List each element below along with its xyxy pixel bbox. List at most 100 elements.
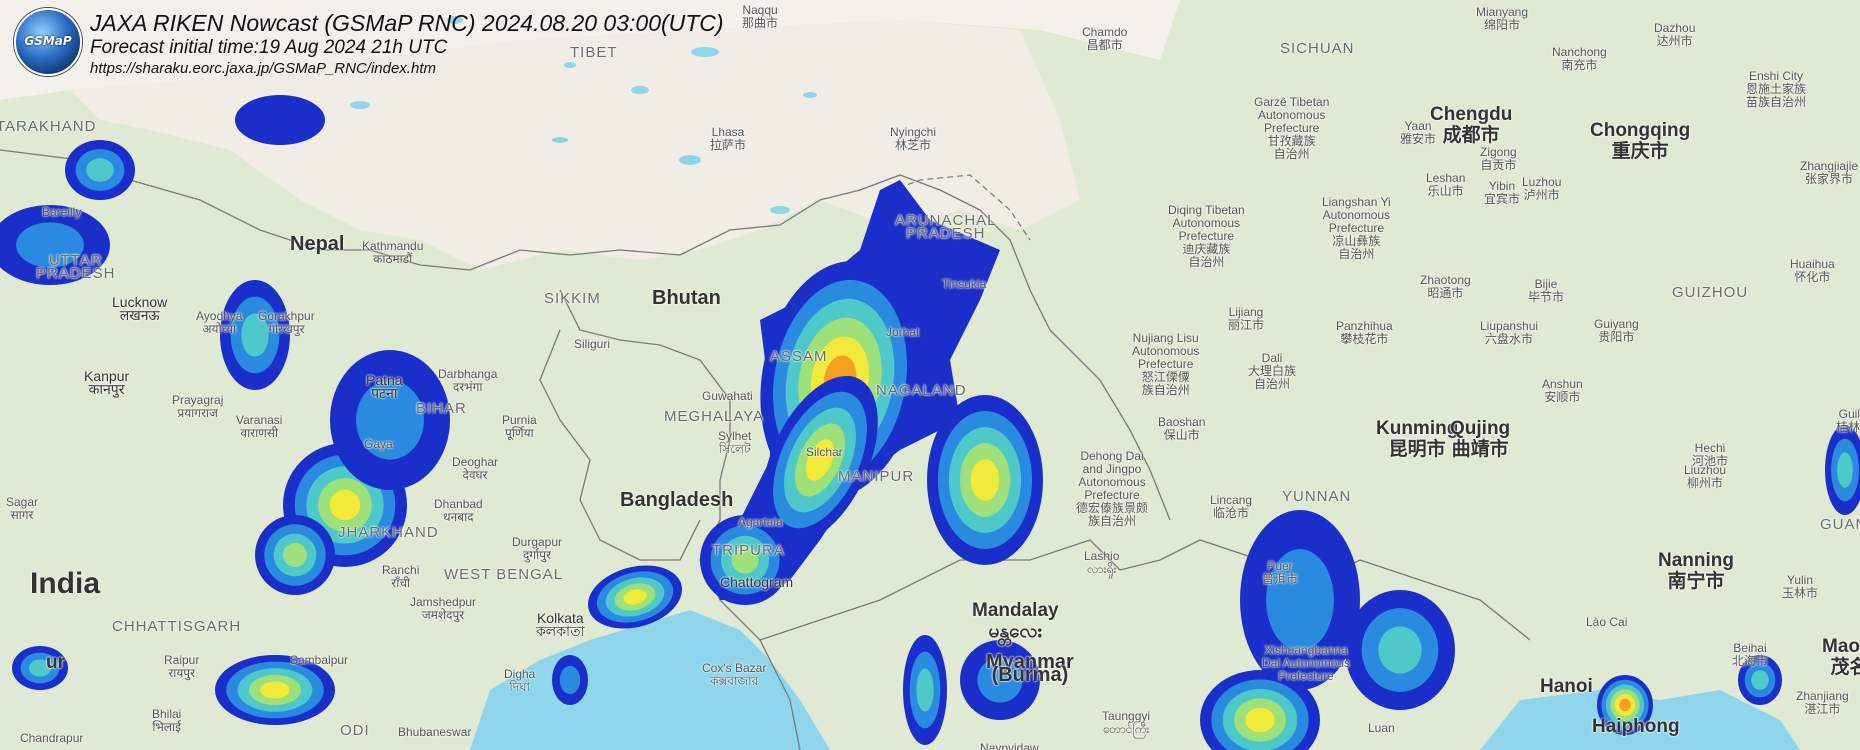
label-liupanshui: Liupanshui 六盘水市	[1480, 319, 1539, 346]
label-arunachal: ARUNACHAL PRADESH	[895, 212, 997, 242]
bay-of-bengal	[470, 610, 830, 750]
label-hanoi: Hanoi	[1540, 676, 1593, 697]
label-dhanbad: Dhanbad धनबाद	[434, 497, 483, 524]
label-leshan: Leshan 乐山市	[1426, 171, 1466, 198]
label-siliguri: Siliguri	[574, 337, 611, 351]
label-jorhat: Jorhat	[886, 325, 920, 339]
rain-cell-xishuangbanna	[1200, 670, 1320, 750]
rain-cell-chhattisgarh	[215, 655, 335, 725]
label-zhangjiajie: Zhangjiajie 张家界市	[1800, 159, 1859, 186]
label-anshun: Anshun 安顺市	[1542, 377, 1583, 404]
label-tarakhand: TARAKHAND	[0, 118, 97, 135]
label-agartala: Agartala	[738, 515, 783, 529]
rain-cell-gorakhpur	[220, 280, 290, 390]
rain-cell-tarakhand	[65, 140, 135, 200]
label-meghalaya: MEGHALAYA	[664, 408, 765, 425]
label-zhanjiang: Zhanjiang 湛江市	[1796, 689, 1849, 716]
label-tripura: TRIPURA	[712, 542, 785, 559]
label-bihar: BIHAR	[416, 400, 467, 417]
label-bhubaneswar: Bhubaneswar	[398, 725, 472, 739]
label-taunggyi: Taunggyi တောင်ကြီး	[1102, 709, 1151, 736]
label-luang: Luan	[1368, 721, 1395, 735]
label-nur: ur	[46, 652, 65, 673]
disputed-border	[879, 174, 1031, 241]
label-ayodhya: Ayodhya अयोध्या	[196, 309, 243, 336]
label-yulin: Yulin 玉林市	[1782, 573, 1819, 600]
label-luzhou: Luzhou 泸州市	[1522, 175, 1562, 202]
label-liangshan: Liangshan Yi Autonomous Prefecture 凉山彝族 …	[1322, 195, 1391, 261]
label-nagaland: NAGALAND	[876, 382, 967, 399]
label-guwahati: Guwahati	[702, 389, 753, 403]
label-deoghar: Deoghar देवघर	[452, 455, 499, 482]
rain-cell-haiphong	[1597, 675, 1653, 735]
label-guiyang: Guiyang 贵阳市	[1594, 317, 1639, 344]
label-uttar: UTTAR PRADESH	[36, 252, 116, 282]
map-title: JAXA RIKEN Nowcast (GSMaP RNC) 2024.08.2…	[90, 10, 724, 36]
tibetan-plateau	[70, 20, 1080, 270]
rain-cell-yunnan-south	[1240, 510, 1360, 690]
label-assam: ASSAM	[770, 348, 828, 365]
label-dehong: Dehong Dai and Jingpo Autonomous Prefect…	[1076, 449, 1149, 528]
label-diqing: Diqing Tibetan Autonomous Prefecture 迪庆藏…	[1168, 203, 1245, 269]
label-laocai: Lào Cai	[1586, 615, 1628, 629]
rain-cell-digha	[552, 655, 588, 705]
label-garze: Garzê Tibetan Autonomous Prefecture 甘孜藏族…	[1254, 95, 1330, 161]
label-guang: GUANG	[1820, 516, 1860, 533]
label-kolkata: Kolkata কলকাতা	[536, 610, 585, 639]
label-chandrapur: Chandrapur	[20, 731, 84, 745]
label-nepal: Nepal	[290, 233, 345, 255]
label-durgapur: Durgapur दुर्गापुर	[512, 535, 563, 562]
label-ranchi: Ranchi राँची	[382, 563, 420, 590]
label-huaihua: Huaihua 怀化市	[1790, 257, 1835, 284]
label-qujing: Qujing 曲靖市	[1450, 418, 1511, 460]
label-bhilai: Bhilai भिलाई	[152, 707, 182, 734]
gsmap-logo: GSMaP	[14, 8, 82, 76]
label-yunnan: YUNNAN	[1282, 488, 1352, 505]
label-patna: Patna पटना	[366, 372, 403, 401]
label-chengdu: Chengdu 成都市	[1430, 104, 1513, 146]
label-dazhou: Dazhou 达州市	[1654, 21, 1696, 48]
label-lashio: Lashio လားရှိုး	[1084, 549, 1120, 576]
label-lucknow: Lucknow लखनऊ	[112, 294, 168, 323]
map-header: GSMaP JAXA RIKEN Nowcast (GSMaP RNC) 202…	[0, 0, 790, 80]
label-enshi: Enshi City 恩施土家族 苗族自治州	[1746, 69, 1807, 109]
label-tibet: TIBET	[570, 44, 618, 61]
label-silchar: Silchar	[806, 445, 843, 459]
label-baoshan: Baoshan 保山市	[1158, 415, 1206, 442]
label-haiphong: Haiphong	[1592, 716, 1680, 737]
label-nyingchi: Nyingchi 林芝市	[890, 125, 937, 152]
label-kanpur: Kanpur कानपुर	[84, 368, 130, 397]
label-guizhou: GUIZHOU	[1672, 284, 1749, 301]
label-digha: Digha দিঘা	[504, 667, 536, 694]
source-url[interactable]: https://sharaku.eorc.jaxa.jp/GSMaP_RNC/i…	[90, 60, 436, 77]
rain-cell-myanmar-south	[960, 640, 1040, 720]
label-darbhanga: Darbhanga दरभंगा	[438, 367, 498, 394]
label-bhutan: Bhutan	[652, 287, 721, 309]
label-gaya: Gaya	[364, 437, 393, 451]
label-lijiang: Lijiang 丽江市	[1228, 305, 1265, 332]
label-coxsbazar: Cox's Bazar কক্সবাজার	[702, 661, 767, 688]
label-myanmar: Myanmar (Burma)	[986, 651, 1074, 686]
label-nanchong: Nanchong 南充市	[1552, 45, 1607, 72]
label-maom: Maom 茂名	[1822, 636, 1860, 678]
label-varanasi: Varanasi वाराणसी	[236, 413, 283, 440]
northern-plateau	[0, 0, 1180, 100]
label-liuzhou: Liuzhou 柳州市	[1684, 463, 1727, 490]
rain-cell-kolkata	[587, 565, 683, 629]
label-hechi: Hechi 河池市	[1692, 441, 1729, 468]
label-xishuangbanna: Xishuangbanna Dai Autonomous Prefecture	[1262, 643, 1351, 683]
label-naypyidaw: Naypyidaw	[980, 741, 1039, 750]
label-sylhet: Sylhet সিলেট	[718, 429, 752, 456]
label-zhaotong: Zhaotong 昭通市	[1420, 273, 1471, 300]
label-sagar: Sagar सागर	[6, 495, 39, 522]
label-beihai: Beihai 北海市	[1732, 641, 1769, 668]
label-bijie: Bijie 毕节市	[1528, 277, 1565, 304]
label-yaan: Yaan 雅安市	[1400, 119, 1437, 146]
label-nanning: Nanning 南宁市	[1658, 550, 1734, 592]
label-dali: Dali 大理白族 自治州	[1248, 351, 1297, 391]
label-panzhihua: Panzhihua 攀枝花市	[1336, 319, 1393, 346]
forecast-initial-time: Forecast initial time:19 Aug 2024 21h UT…	[90, 37, 448, 58]
label-bareilly: Bareilly	[42, 205, 82, 219]
rain-cell-guangxi	[1825, 425, 1860, 515]
